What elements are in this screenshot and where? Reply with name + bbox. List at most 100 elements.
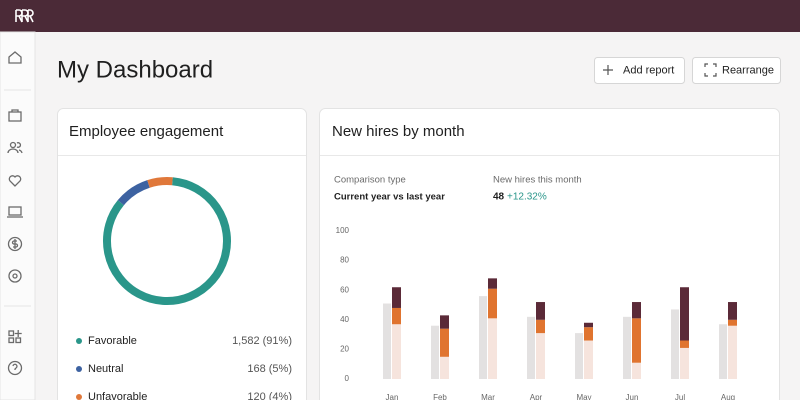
bar-segment xyxy=(680,287,689,341)
nav-people[interactable] xyxy=(9,141,17,149)
nav-jobs[interactable] xyxy=(11,109,19,112)
bar-segment xyxy=(488,278,497,289)
bar-segment xyxy=(536,333,545,379)
engagement-card xyxy=(57,108,307,400)
legend-value: 120 (4%) xyxy=(247,391,292,400)
top-bar xyxy=(0,0,800,32)
legend-label: Favorable xyxy=(88,335,137,347)
bar-segment xyxy=(584,327,593,341)
legend-dot xyxy=(76,366,82,372)
x-tick-label: May xyxy=(576,393,591,400)
nav-help[interactable] xyxy=(7,360,23,376)
bar-segment xyxy=(440,356,449,379)
bar-segment xyxy=(392,307,401,325)
x-tick-label: Jul xyxy=(675,393,685,400)
bar-segment xyxy=(536,319,545,334)
add-report-button[interactable]: Add report xyxy=(594,57,685,84)
x-tick-label: Jun xyxy=(626,393,639,400)
page-title: My Dashboard xyxy=(57,56,213,83)
nav-apps[interactable] xyxy=(8,330,15,337)
nav-payroll[interactable] xyxy=(7,236,23,252)
legend-dot xyxy=(76,338,82,344)
x-tick-label: Jan xyxy=(386,393,399,400)
sidebar xyxy=(0,31,36,400)
legend-label: Neutral xyxy=(88,363,123,375)
x-tick-label: Feb xyxy=(433,393,447,400)
nav-apps[interactable] xyxy=(15,337,22,344)
bar-segment xyxy=(440,328,449,357)
bar-last-year xyxy=(575,333,583,379)
bar-segment xyxy=(536,302,545,320)
logo[interactable] xyxy=(27,9,34,23)
metric-label: New hires this month xyxy=(493,175,582,186)
nav-home[interactable] xyxy=(8,51,22,64)
nav-help[interactable] xyxy=(7,360,23,376)
x-tick-label: Apr xyxy=(530,393,543,400)
nav-payroll[interactable] xyxy=(11,239,19,249)
y-tick-label: 60 xyxy=(340,285,349,294)
rearrange-button[interactable]: Rearrange xyxy=(692,57,781,84)
donut-segment xyxy=(147,177,173,188)
bar-segment xyxy=(392,324,401,379)
x-tick-label: Mar xyxy=(481,393,495,400)
bar-segment xyxy=(632,302,641,319)
bar-segment xyxy=(488,318,497,379)
button-label[interactable]: Add report xyxy=(623,64,674,76)
y-tick-label: 0 xyxy=(345,374,350,383)
nav-home[interactable] xyxy=(8,51,22,64)
legend-value: 168 (5%) xyxy=(247,363,292,375)
bar-last-year xyxy=(479,296,487,379)
bar-segment xyxy=(632,362,641,379)
bar-segment xyxy=(728,302,737,320)
nav-people[interactable] xyxy=(7,142,23,154)
nav-apps[interactable] xyxy=(14,330,22,337)
bar-last-year xyxy=(719,324,727,379)
nav-apps[interactable] xyxy=(8,337,15,344)
x-tick-label: Aug xyxy=(721,393,735,400)
nav-devices[interactable] xyxy=(7,206,23,218)
y-tick-label: 80 xyxy=(340,256,349,265)
bar-last-year xyxy=(383,303,391,379)
bar-segment xyxy=(632,318,641,363)
bar-segment xyxy=(488,288,497,319)
nav-settings[interactable] xyxy=(12,273,18,279)
bar-segment xyxy=(584,322,593,328)
nav-apps[interactable] xyxy=(8,330,22,344)
card-title: Employee engagement xyxy=(69,123,224,140)
legend-value: 1,582 (91%) xyxy=(232,335,292,347)
nav-settings[interactable] xyxy=(8,269,22,283)
bar-segment xyxy=(680,347,689,379)
y-tick-label: 40 xyxy=(340,315,349,324)
y-tick-label: 100 xyxy=(336,226,350,235)
button-frame[interactable] xyxy=(594,57,685,84)
donut-segment xyxy=(117,180,150,206)
nav-people[interactable] xyxy=(7,141,23,154)
nav-jobs[interactable] xyxy=(8,111,22,122)
metric-change: +12.32% xyxy=(507,192,547,203)
nav-payroll[interactable] xyxy=(7,236,23,252)
nav-devices[interactable] xyxy=(8,206,22,216)
nav-help[interactable] xyxy=(12,363,18,370)
y-tick-label: 20 xyxy=(340,345,349,354)
bar-segment xyxy=(584,340,593,379)
bar-segment xyxy=(440,315,449,329)
logo[interactable] xyxy=(15,9,34,23)
button-label[interactable]: Rearrange xyxy=(722,64,774,76)
nav-jobs[interactable] xyxy=(8,109,22,122)
nav-engagement[interactable] xyxy=(8,175,22,187)
nav-engagement[interactable] xyxy=(8,175,22,187)
bar-last-year xyxy=(527,316,535,379)
bar-segment xyxy=(728,325,737,379)
nav-settings[interactable] xyxy=(8,269,22,283)
legend-label: Unfavorable xyxy=(88,391,147,400)
bar-segment xyxy=(728,319,737,326)
comparison-value[interactable]: Current year vs last year xyxy=(334,192,445,203)
button-icon[interactable] xyxy=(704,63,717,77)
bar-segment xyxy=(680,340,689,348)
bar-last-year xyxy=(671,309,679,379)
legend-dot xyxy=(76,394,82,400)
comparison-label: Comparison type xyxy=(334,175,406,186)
button-icon[interactable] xyxy=(603,65,613,75)
